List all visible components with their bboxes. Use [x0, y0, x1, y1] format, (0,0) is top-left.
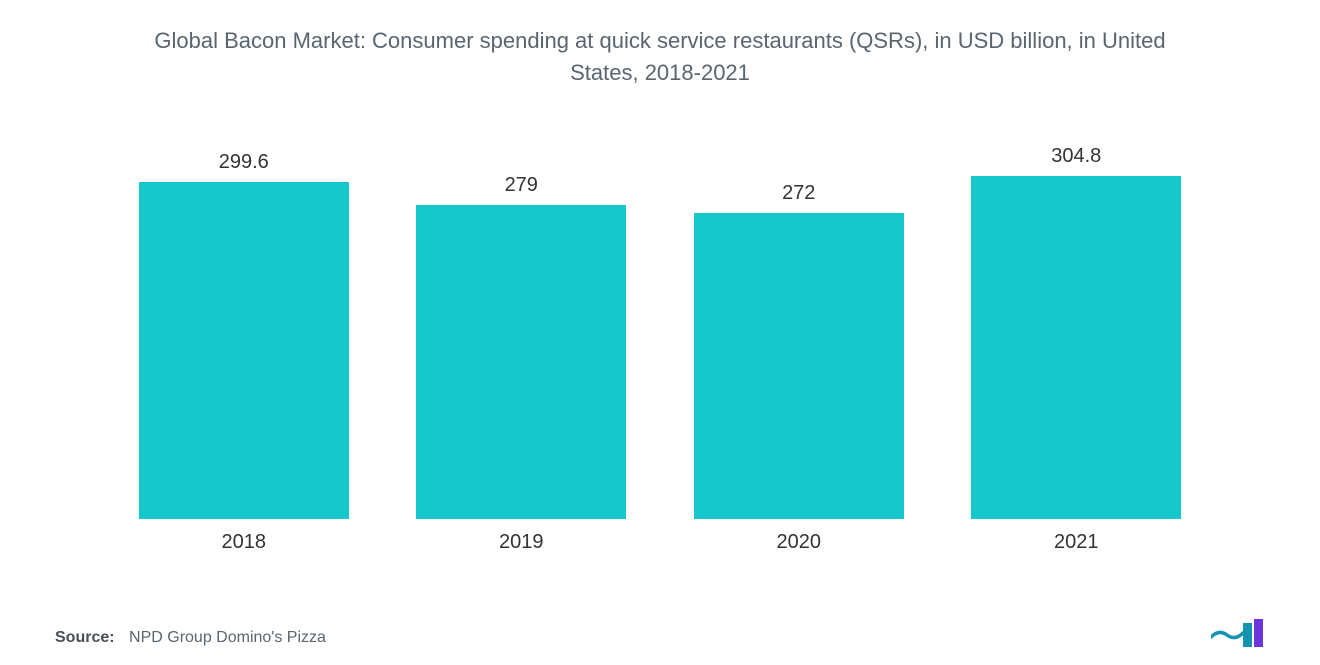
plot-area: 299.6 279 272 304.8: [75, 119, 1245, 519]
bar-group-0: 299.6: [124, 151, 364, 519]
bar-1: [416, 205, 626, 519]
source-label: Source:: [55, 629, 115, 646]
source-text: NPD Group Domino's Pizza: [129, 629, 326, 646]
x-label-0: 2018: [124, 531, 364, 554]
chart-title: Global Bacon Market: Consumer spending a…: [55, 25, 1265, 89]
bar-group-3: 304.8: [956, 145, 1196, 519]
x-label-2: 2020: [679, 531, 919, 554]
bar-3: [971, 176, 1181, 519]
x-label-1: 2019: [401, 531, 641, 554]
bar-2: [694, 213, 904, 519]
bar-group-1: 279: [401, 174, 641, 519]
x-label-3: 2021: [956, 531, 1196, 554]
brand-logo-icon: [1211, 619, 1265, 647]
bar-value-0: 299.6: [219, 151, 269, 174]
bar-value-2: 272: [782, 182, 815, 205]
bar-value-3: 304.8: [1051, 145, 1101, 168]
bar-group-2: 272: [679, 182, 919, 519]
x-axis: 2018 2019 2020 2021: [75, 519, 1245, 554]
chart-container: Global Bacon Market: Consumer spending a…: [0, 0, 1320, 665]
bar-0: [139, 182, 349, 519]
bar-value-1: 279: [505, 174, 538, 197]
source-line: Source: NPD Group Domino's Pizza: [55, 629, 326, 647]
chart-footer: Source: NPD Group Domino's Pizza: [55, 619, 1265, 647]
